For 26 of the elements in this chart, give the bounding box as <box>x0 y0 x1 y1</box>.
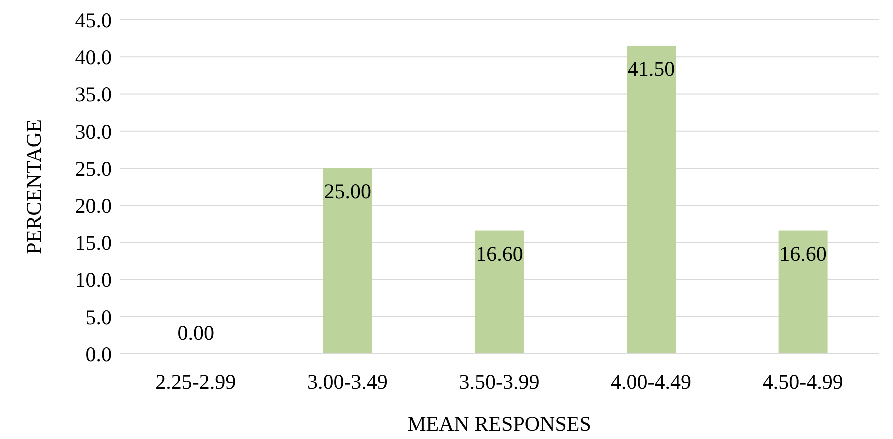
x-tick-label: 4.50-4.99 <box>762 370 844 394</box>
y-tick-label: 45.0 <box>75 8 112 32</box>
data-label: 25.00 <box>324 179 372 204</box>
y-tick-label: 5.0 <box>86 305 112 330</box>
data-label: 16.60 <box>780 242 827 266</box>
x-axis-title: MEAN RESPONSES <box>408 412 592 436</box>
x-tick-label: 2.25-2.99 <box>156 370 236 394</box>
y-tick-label: 0.0 <box>86 342 112 366</box>
data-label: 41.50 <box>628 56 676 81</box>
x-tick-label: 4.00-4.49 <box>611 370 692 394</box>
data-label: 16.60 <box>476 242 524 266</box>
x-tick-label: 3.00-3.49 <box>307 370 388 394</box>
bar <box>778 230 828 354</box>
y-tick-label: 30.0 <box>75 120 112 144</box>
bar <box>475 230 524 354</box>
bar <box>323 168 372 354</box>
x-tick-label: 3.50-3.99 <box>459 370 540 394</box>
y-tick-label: 25.0 <box>75 156 112 181</box>
y-axis-title: PERCENTAGE <box>22 120 46 254</box>
data-label: 0.00 <box>178 321 214 345</box>
y-tick-label: 10.0 <box>75 268 112 292</box>
bar <box>627 46 676 354</box>
y-tick-label: 15.0 <box>75 231 112 256</box>
y-tick-label: 20.0 <box>75 194 112 218</box>
y-tick-label: 35.0 <box>75 82 112 107</box>
y-tick-label: 40.0 <box>75 46 112 70</box>
